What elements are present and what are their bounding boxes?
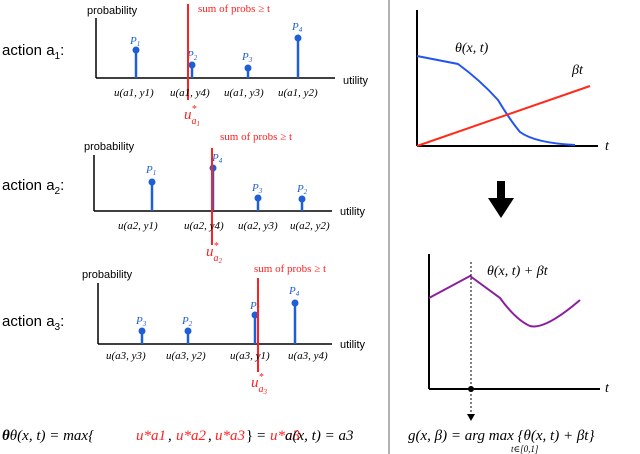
stem-dot-p2 bbox=[298, 195, 306, 203]
g-formula-under: t∈[0,1] bbox=[511, 444, 539, 454]
xlabel: utility bbox=[343, 75, 369, 87]
stem-label-p4: P4 bbox=[288, 285, 300, 298]
bottom-formula: θθ(x, t) = max{ u*a1 , u*a2 , u*a3 } = u… bbox=[2, 428, 353, 444]
formula-u2: u*a2 bbox=[176, 428, 207, 444]
arrow-tip-icon bbox=[467, 414, 475, 421]
formula-u1: u*a1 bbox=[136, 428, 166, 444]
panel-action-3: action a3: probability utility P3 P2 P1 … bbox=[2, 263, 366, 396]
u-star-label: u* a2 bbox=[206, 241, 223, 265]
stem-label-p1: P1 bbox=[129, 35, 140, 48]
stem-label-p3: P3 bbox=[241, 51, 253, 64]
tick-label: u(a2, y1) bbox=[118, 220, 158, 232]
arrow-shaft bbox=[497, 181, 505, 199]
g-curve bbox=[428, 274, 581, 328]
tick-label: u(a3, y4) bbox=[288, 350, 328, 362]
action-label: action a3: bbox=[2, 313, 64, 333]
tick-label: u(a2, y4) bbox=[184, 220, 224, 232]
stem-label-p1: P1 bbox=[145, 164, 156, 177]
argmax-dot bbox=[468, 386, 474, 392]
ylabel: probability bbox=[82, 269, 133, 281]
stem-dot-p1 bbox=[132, 46, 140, 54]
top-right-plot: θ(x, t) βt t bbox=[416, 10, 610, 154]
stem-label-p2: P2 bbox=[186, 49, 198, 62]
action-sub: 1 bbox=[55, 51, 61, 62]
u-star-label: u* a1 bbox=[184, 104, 200, 128]
formula-u3: u*a3 bbox=[215, 428, 245, 444]
formula-result: u*a3 bbox=[270, 428, 300, 444]
arrow-head-icon bbox=[488, 198, 514, 218]
beta-label: βt bbox=[571, 63, 584, 78]
down-arrow bbox=[488, 181, 514, 218]
xlabel: utility bbox=[340, 206, 366, 218]
stem-dot-p2 bbox=[184, 327, 192, 335]
stem-label-p3: P3 bbox=[135, 315, 147, 328]
tick-label: u(a3, y3) bbox=[106, 350, 146, 362]
stem-label-p4: P4 bbox=[211, 152, 223, 165]
action-sub: 3 bbox=[55, 322, 61, 333]
ylabel: probability bbox=[87, 5, 138, 17]
tick-label: u(a3, y2) bbox=[166, 350, 206, 362]
formula-theta: θθ(x, t) = max{ bbox=[2, 428, 94, 444]
stem-label-p4: P4 bbox=[291, 21, 303, 34]
tick-label: u(a1, y1) bbox=[114, 87, 154, 99]
sum-label: θ(x, t) + βt bbox=[487, 264, 549, 279]
stem-dot-p4 bbox=[291, 299, 299, 307]
tick-label: u(a2, y2) bbox=[290, 220, 330, 232]
action-label: action a2: bbox=[2, 177, 64, 197]
theta-label: θ(x, t) bbox=[455, 41, 489, 56]
formula-comma: , bbox=[168, 428, 172, 444]
stem-dot-p2 bbox=[188, 61, 196, 69]
stem-dot-p3 bbox=[138, 327, 146, 335]
ylabel: probability bbox=[84, 141, 135, 153]
stem-label-p2: P2 bbox=[181, 315, 193, 328]
xlabel: utility bbox=[340, 339, 366, 351]
tick-label: u(a2, y3) bbox=[238, 220, 278, 232]
stem-dot-p4 bbox=[294, 34, 302, 42]
t-label: t bbox=[605, 139, 610, 154]
tick-label: u(a1, y4) bbox=[170, 87, 210, 99]
threshold-label: sum of probs ≥ t bbox=[198, 3, 270, 15]
tick-label: u(a1, y3) bbox=[224, 87, 264, 99]
bottom-right-plot: θ(x, t) + βt t g(x, β) = arg max {θ(x, t… bbox=[408, 254, 610, 454]
action-label: action a1: bbox=[2, 42, 64, 62]
stem-dot-p1 bbox=[148, 178, 156, 186]
panel-action-2: action a2: probability utility P1 P4 P3 … bbox=[2, 131, 366, 265]
stem-label-p3: P3 bbox=[251, 182, 263, 195]
theta-curve bbox=[416, 55, 576, 146]
threshold-label: sum of probs ≥ t bbox=[254, 263, 326, 275]
t-label: t bbox=[605, 381, 610, 396]
formula-close: } = bbox=[246, 428, 265, 444]
tick-label: u(a3, y1) bbox=[230, 350, 270, 362]
threshold-label: sum of probs ≥ t bbox=[220, 131, 292, 143]
tick-label: u(a1, y2) bbox=[278, 87, 318, 99]
action-sub: 2 bbox=[55, 186, 61, 197]
g-formula: g(x, β) = arg max {θ(x, t) + βt} bbox=[408, 428, 594, 444]
stem-dot-p3 bbox=[244, 64, 252, 72]
stem-dot-p1 bbox=[251, 311, 259, 319]
u-star-label: u* a3 bbox=[251, 372, 268, 396]
formula-action: a(x, t) = a3 bbox=[285, 428, 353, 444]
formula-comma: , bbox=[208, 428, 212, 444]
beta-line bbox=[416, 85, 591, 147]
panel-action-1: action a1: probability utility P1 P2 P3 … bbox=[2, 3, 369, 128]
stem-label-p2: P2 bbox=[296, 183, 308, 196]
stem-dot-p3 bbox=[254, 194, 262, 202]
